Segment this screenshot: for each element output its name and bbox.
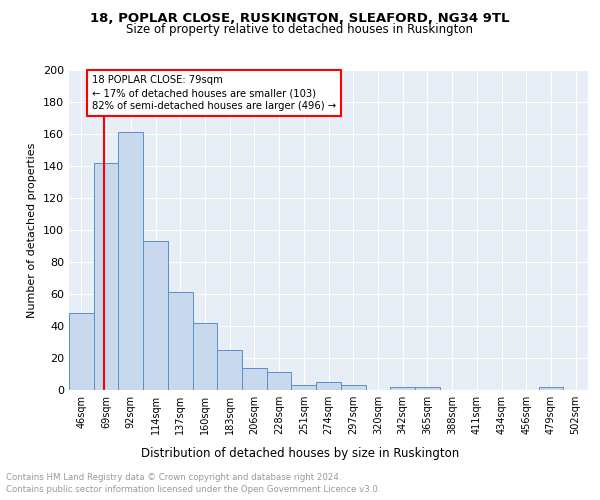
Bar [316, 382, 341, 390]
Bar [168, 292, 193, 390]
Bar [193, 323, 217, 390]
Bar [390, 387, 415, 390]
Text: Size of property relative to detached houses in Ruskington: Size of property relative to detached ho… [127, 22, 473, 36]
Text: Contains HM Land Registry data © Crown copyright and database right 2024.: Contains HM Land Registry data © Crown c… [6, 472, 341, 482]
Text: 18, POPLAR CLOSE, RUSKINGTON, SLEAFORD, NG34 9TL: 18, POPLAR CLOSE, RUSKINGTON, SLEAFORD, … [90, 12, 510, 26]
Bar [118, 132, 143, 390]
Bar [217, 350, 242, 390]
Bar [539, 387, 563, 390]
Y-axis label: Number of detached properties: Number of detached properties [28, 142, 37, 318]
Bar [242, 368, 267, 390]
Text: Distribution of detached houses by size in Ruskington: Distribution of detached houses by size … [141, 448, 459, 460]
Bar [341, 385, 365, 390]
Bar [292, 385, 316, 390]
Bar [94, 163, 118, 390]
Text: Contains public sector information licensed under the Open Government Licence v3: Contains public sector information licen… [6, 485, 380, 494]
Bar [143, 241, 168, 390]
Text: 18 POPLAR CLOSE: 79sqm
← 17% of detached houses are smaller (103)
82% of semi-de: 18 POPLAR CLOSE: 79sqm ← 17% of detached… [92, 75, 337, 111]
Bar [69, 313, 94, 390]
Bar [267, 372, 292, 390]
Bar [415, 387, 440, 390]
